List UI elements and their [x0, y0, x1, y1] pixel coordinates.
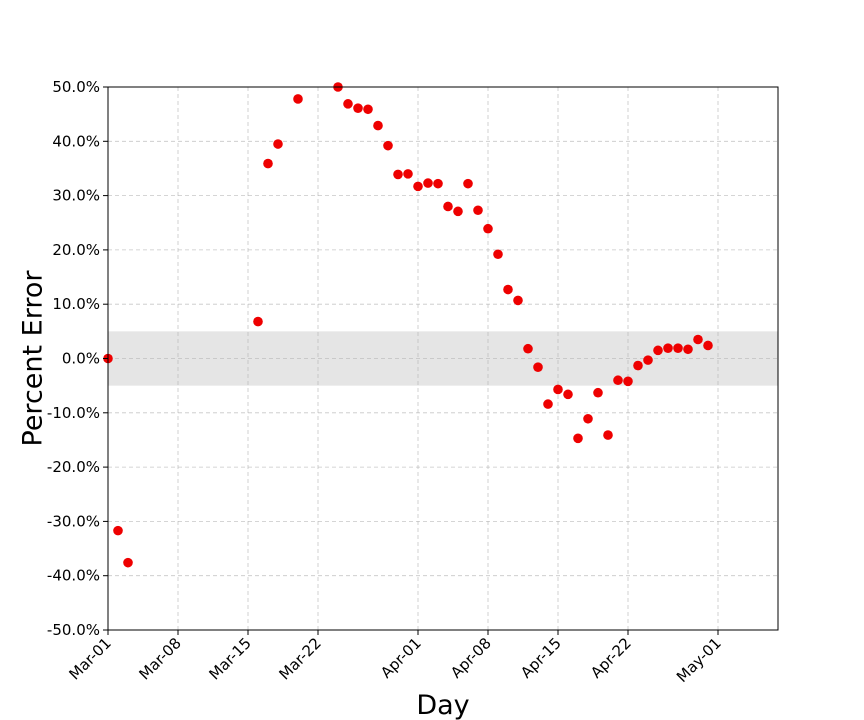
data-point [373, 120, 383, 131]
y-tick-label: -50.0% [47, 621, 100, 639]
data-point [523, 343, 533, 354]
data-point [113, 525, 123, 536]
data-point [563, 389, 573, 400]
y-tick-label: 10.0% [52, 295, 100, 313]
data-point [513, 295, 523, 306]
data-point [413, 181, 423, 192]
y-tick-label: 50.0% [52, 78, 100, 96]
data-point [453, 206, 463, 217]
data-point [393, 169, 403, 180]
data-point [603, 430, 613, 440]
data-point [623, 376, 633, 387]
data-point [533, 362, 543, 372]
tolerance-band-layer [108, 331, 778, 386]
x-axis-label: Day [416, 690, 469, 720]
data-point [483, 223, 493, 234]
tolerance-band [108, 331, 778, 386]
y-tick-label: 30.0% [52, 187, 100, 205]
data-point [273, 139, 283, 149]
y-tick-label: -40.0% [47, 567, 100, 585]
data-point [583, 413, 593, 424]
data-point [493, 249, 503, 260]
data-point [363, 104, 373, 115]
data-point [443, 201, 453, 212]
data-point [553, 384, 563, 395]
data-point [683, 344, 693, 355]
y-tick-label: -10.0% [47, 404, 100, 422]
data-point [263, 158, 273, 169]
data-point [673, 343, 683, 353]
data-point [473, 205, 483, 216]
data-points-layer [103, 82, 713, 568]
data-point [293, 94, 303, 104]
data-point [543, 399, 553, 409]
data-point [253, 316, 263, 327]
data-point [653, 345, 663, 356]
data-point [463, 178, 473, 189]
data-point [643, 355, 653, 365]
data-point [403, 169, 413, 179]
y-tick-label: -20.0% [47, 458, 100, 476]
y-tick-label: 40.0% [52, 132, 100, 150]
data-point [353, 103, 363, 113]
data-point [503, 284, 513, 295]
data-point [123, 557, 133, 568]
data-point [613, 375, 623, 386]
data-point [663, 343, 673, 353]
y-tick-label: 20.0% [52, 241, 100, 259]
data-point [593, 387, 603, 398]
data-point [573, 433, 583, 444]
data-point [383, 140, 393, 151]
data-point [703, 340, 713, 351]
y-axis-label: Percent Error [18, 270, 49, 447]
y-tick-label: -30.0% [47, 512, 100, 530]
data-point [633, 360, 643, 371]
data-point [343, 99, 353, 109]
data-point [693, 334, 703, 345]
data-point [433, 178, 443, 189]
y-tick-label: 0.0% [62, 350, 100, 368]
data-point [423, 178, 433, 188]
